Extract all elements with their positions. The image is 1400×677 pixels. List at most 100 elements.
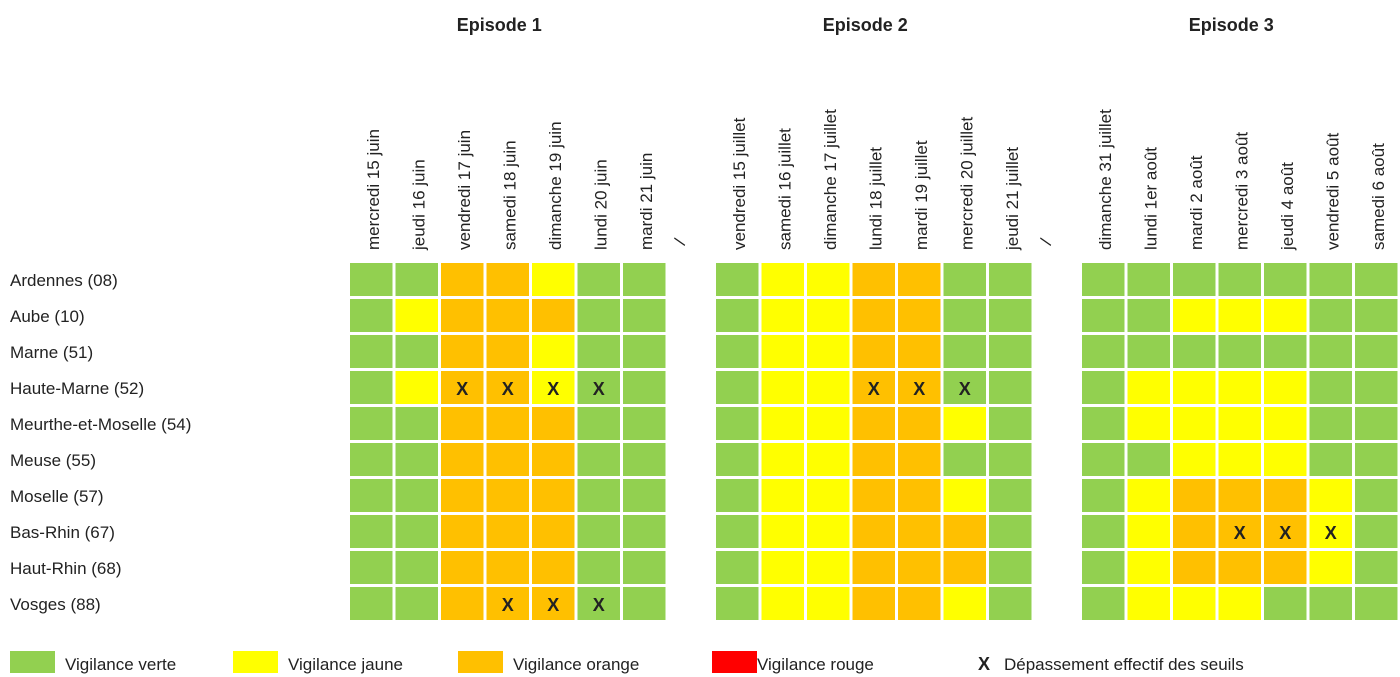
cell <box>1127 443 1170 476</box>
cell <box>943 371 986 404</box>
cell <box>898 263 941 296</box>
cell <box>989 335 1032 368</box>
cell <box>577 587 620 620</box>
cell <box>623 515 666 548</box>
cell <box>350 551 393 584</box>
cell <box>1082 299 1125 332</box>
day-label: dimanche 31 juillet <box>1096 109 1115 250</box>
legend-label: Vigilance jaune <box>288 655 403 674</box>
cell <box>716 335 759 368</box>
cell <box>350 371 393 404</box>
cell <box>350 299 393 332</box>
cell <box>943 335 986 368</box>
day-label: vendredi 17 juin <box>455 130 474 250</box>
day-label: samedi 18 juin <box>500 140 519 250</box>
cell <box>486 299 529 332</box>
cell <box>716 587 759 620</box>
cell <box>1309 479 1352 512</box>
cell <box>441 335 484 368</box>
cell <box>943 299 986 332</box>
cell <box>989 515 1032 548</box>
cell <box>943 407 986 440</box>
episode-title: Episode 2 <box>823 15 908 35</box>
cell <box>1355 335 1398 368</box>
cell <box>1082 551 1125 584</box>
cell <box>532 407 575 440</box>
cell <box>441 587 484 620</box>
cell <box>532 515 575 548</box>
cell <box>1082 371 1125 404</box>
cell <box>1082 479 1125 512</box>
cell <box>441 299 484 332</box>
cell <box>1082 335 1125 368</box>
cell <box>350 335 393 368</box>
exceedance-mark: X <box>502 379 514 399</box>
cell <box>395 371 438 404</box>
cell <box>1173 335 1216 368</box>
cell <box>898 587 941 620</box>
cell <box>1264 515 1307 548</box>
cell <box>1309 443 1352 476</box>
day-label: dimanche 19 juin <box>546 121 565 250</box>
cell <box>1218 263 1261 296</box>
cell <box>1264 443 1307 476</box>
day-label: lundi 18 juillet <box>866 147 885 250</box>
cell <box>441 371 484 404</box>
cell <box>1309 551 1352 584</box>
cell <box>1309 335 1352 368</box>
cell <box>761 335 804 368</box>
cell <box>1127 551 1170 584</box>
cell <box>943 587 986 620</box>
cell <box>716 299 759 332</box>
exceedance-mark: X <box>1325 523 1337 543</box>
cell <box>761 407 804 440</box>
cell <box>532 371 575 404</box>
day-label: vendredi 5 août <box>1323 133 1342 250</box>
cell <box>1355 515 1398 548</box>
cell <box>486 407 529 440</box>
cell <box>532 335 575 368</box>
cell <box>1082 587 1125 620</box>
cell <box>1127 407 1170 440</box>
cell <box>852 587 895 620</box>
cell <box>716 407 759 440</box>
legend-label: Vigilance rouge <box>757 655 874 674</box>
day-label: mardi 2 août <box>1187 155 1206 250</box>
exceedance-mark: X <box>593 595 605 615</box>
cell <box>1218 407 1261 440</box>
cell <box>807 515 850 548</box>
cell <box>807 407 850 440</box>
cell <box>807 263 850 296</box>
cell <box>807 479 850 512</box>
cell <box>852 407 895 440</box>
cell <box>989 587 1032 620</box>
cell <box>1355 443 1398 476</box>
day-label: jeudi 21 juillet <box>1003 147 1022 251</box>
cell <box>1264 335 1307 368</box>
cell <box>761 587 804 620</box>
cell <box>1218 371 1261 404</box>
cell <box>532 479 575 512</box>
cell <box>350 407 393 440</box>
cell <box>716 371 759 404</box>
cell <box>807 443 850 476</box>
cell <box>1127 587 1170 620</box>
cell <box>943 515 986 548</box>
cell <box>532 551 575 584</box>
department: Moselle (57) <box>10 487 104 506</box>
cell <box>761 551 804 584</box>
separator: / <box>1036 236 1056 247</box>
cell <box>395 263 438 296</box>
cell <box>1173 263 1216 296</box>
cell <box>486 443 529 476</box>
cell <box>989 407 1032 440</box>
cell <box>623 587 666 620</box>
cell <box>716 443 759 476</box>
cell <box>898 335 941 368</box>
cell <box>1173 551 1216 584</box>
cell <box>1264 407 1307 440</box>
cell <box>761 515 804 548</box>
cell <box>441 551 484 584</box>
cell <box>1264 299 1307 332</box>
cell <box>898 371 941 404</box>
